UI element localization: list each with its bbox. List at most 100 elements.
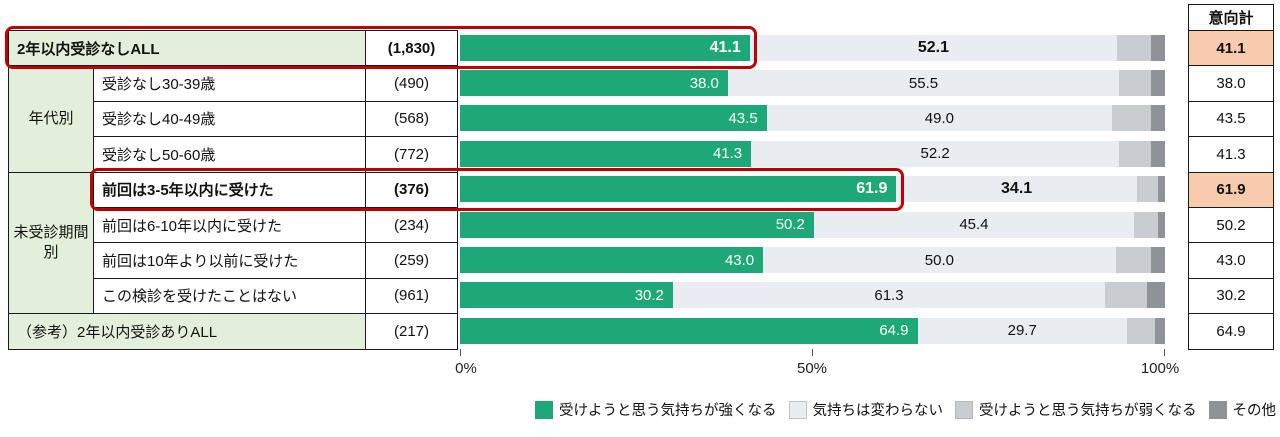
stacked-bar: 43.5 49.0 (460, 105, 1165, 132)
axis-tick (1164, 349, 1165, 356)
stacked-bar: 30.2 61.3 (460, 282, 1165, 309)
table-cell-label: （参考）2年以内受診ありALL (9, 314, 366, 350)
segment-other (1157, 176, 1165, 203)
segment-strong: 64.9 (460, 317, 918, 344)
legend-swatch-weaker (955, 400, 973, 419)
segment-weaker (1115, 247, 1151, 274)
group-cell-age: 年代別 (9, 66, 94, 173)
legend-item: 受けようと思う気持ちが弱くなる (955, 399, 1197, 420)
bar-row: 30.2 61.3 (460, 278, 1165, 313)
segment-value-label: 61.9 (856, 180, 888, 198)
segment-value-label: 30.2 (634, 286, 664, 304)
intent-value: 38.0 (1188, 65, 1274, 102)
table-cell-label: 2年以内受診なしALL (9, 31, 366, 67)
group-cell-interval: 未受診期間別 (9, 172, 94, 315)
legend-swatch-other (1208, 400, 1227, 419)
segment-strong: 30.2 (460, 282, 673, 309)
intent-value: 64.9 (1188, 313, 1274, 350)
segment-other (1150, 70, 1165, 97)
table-cell-n: (1,830) (366, 31, 458, 67)
segment-weaker (1117, 34, 1151, 61)
segment-strong: 50.2 (460, 211, 814, 238)
segment-value-label: 55.5 (908, 74, 939, 92)
segment-weaker (1136, 176, 1158, 203)
table-cell-label: 受診なし50-60歳 (94, 137, 366, 173)
legend-label: 受けようと思う気持ちが強くなる (559, 403, 777, 419)
segment-value-label: 45.4 (959, 216, 989, 234)
segment-value-label: 29.7 (1007, 322, 1037, 340)
bar-row: 43.0 50.0 (460, 242, 1165, 277)
segment-value-label: 52.2 (920, 145, 950, 163)
row-label-table: 2年以内受診なしALL (1,830) 年代別 受診なし30-39歳 (490)… (8, 30, 458, 350)
intent-value: 50.2 (1188, 206, 1274, 244)
bar-row: 38.0 55.5 (460, 65, 1165, 100)
segment-strong: 41.3 (460, 140, 752, 167)
bar-row: 41.1 52.1 (460, 30, 1165, 65)
segment-value-label: 61.3 (874, 286, 904, 304)
legend-item: 気持ちは変わらない (788, 399, 943, 420)
table-cell-n: (568) (366, 101, 458, 138)
table-cell-n: (259) (366, 243, 458, 279)
segment-value-label: 43.5 (728, 109, 758, 127)
table-cell-n: (376) (366, 172, 458, 208)
segment-other (1150, 140, 1165, 167)
segment-unchanged: 50.0 (763, 247, 1116, 274)
segment-other (1150, 105, 1165, 132)
segment-value-label: 52.1 (917, 38, 949, 56)
segment-other (1150, 34, 1165, 61)
stacked-bar: 41.1 52.1 (460, 34, 1165, 61)
legend-item: 受けようと思う気持ちが強くなる (535, 399, 777, 420)
segment-unchanged: 52.2 (751, 140, 1120, 167)
axis-tick (460, 349, 461, 356)
segment-strong: 41.1 (460, 34, 750, 61)
segment-value-label: 50.0 (924, 251, 954, 269)
table-cell-label: 前回は3-5年以内に受けた (94, 172, 366, 208)
segment-value-label: 64.9 (879, 322, 909, 340)
segment-value-label: 41.3 (712, 145, 743, 163)
intent-column-header: 意向計 (1188, 4, 1274, 31)
table-cell-label: 受診なし40-49歳 (94, 101, 366, 138)
stacked-bar: 61.9 34.1 (460, 176, 1165, 203)
legend-swatch-unchanged (788, 400, 807, 419)
stacked-bar: 43.0 50.0 (460, 247, 1165, 274)
table-cell-n: (217) (366, 314, 458, 350)
table-cell-label: 受診なし30-39歳 (94, 66, 366, 102)
table-cell-label: この検診を受けたことはない (94, 278, 366, 315)
table-cell-label: 前回は10年より以前に受けた (94, 243, 366, 279)
segment-weaker (1112, 105, 1151, 132)
stacked-bar: 64.9 29.7 (460, 317, 1165, 344)
axis-tick (812, 349, 813, 356)
segment-other (1147, 282, 1165, 309)
intent-total-column: 意向計 41.1 38.0 43.5 41.3 61.9 50.2 43.0 3… (1188, 4, 1274, 350)
segment-weaker (1119, 70, 1151, 97)
table-cell-n: (490) (366, 66, 458, 102)
segment-other (1155, 317, 1165, 344)
legend: 受けようと思う気持ちが強くなる 気持ちは変わらない 受けようと思う気持ちが弱くな… (300, 399, 1276, 420)
legend-item: その他 (1208, 399, 1277, 420)
segment-value-label: 38.0 (689, 74, 719, 92)
legend-label: その他 (1232, 403, 1277, 419)
bar-row: 43.5 49.0 (460, 101, 1165, 136)
segment-value-label: 34.1 (1001, 180, 1033, 198)
segment-unchanged: 49.0 (766, 105, 1113, 132)
intent-value: 41.1 (1188, 30, 1274, 67)
segment-unchanged: 45.4 (813, 211, 1134, 238)
segment-other (1150, 247, 1165, 274)
segment-unchanged: 29.7 (917, 317, 1127, 344)
legend-label: 受けようと思う気持ちが弱くなる (979, 403, 1197, 419)
table-cell-n: (772) (366, 137, 458, 173)
table-cell-label: 前回は6-10年以内に受けた (94, 207, 366, 244)
bar-row: 41.3 52.2 (460, 136, 1165, 171)
axis-tick-label: 0% (455, 360, 477, 377)
intent-value: 43.0 (1188, 242, 1274, 279)
segment-value-label: 49.0 (924, 109, 954, 127)
segment-value-label: 41.1 (709, 38, 741, 56)
intent-value: 43.5 (1188, 100, 1274, 138)
bars-plot-area: 41.1 52.1 38.0 55.5 43.5 49.0 (460, 30, 1165, 349)
segment-strong: 43.5 (460, 105, 767, 132)
segment-weaker (1133, 211, 1158, 238)
stacked-bar: 38.0 55.5 (460, 70, 1165, 97)
stacked-bar: 50.2 45.4 (460, 211, 1165, 238)
segment-other (1157, 211, 1165, 238)
